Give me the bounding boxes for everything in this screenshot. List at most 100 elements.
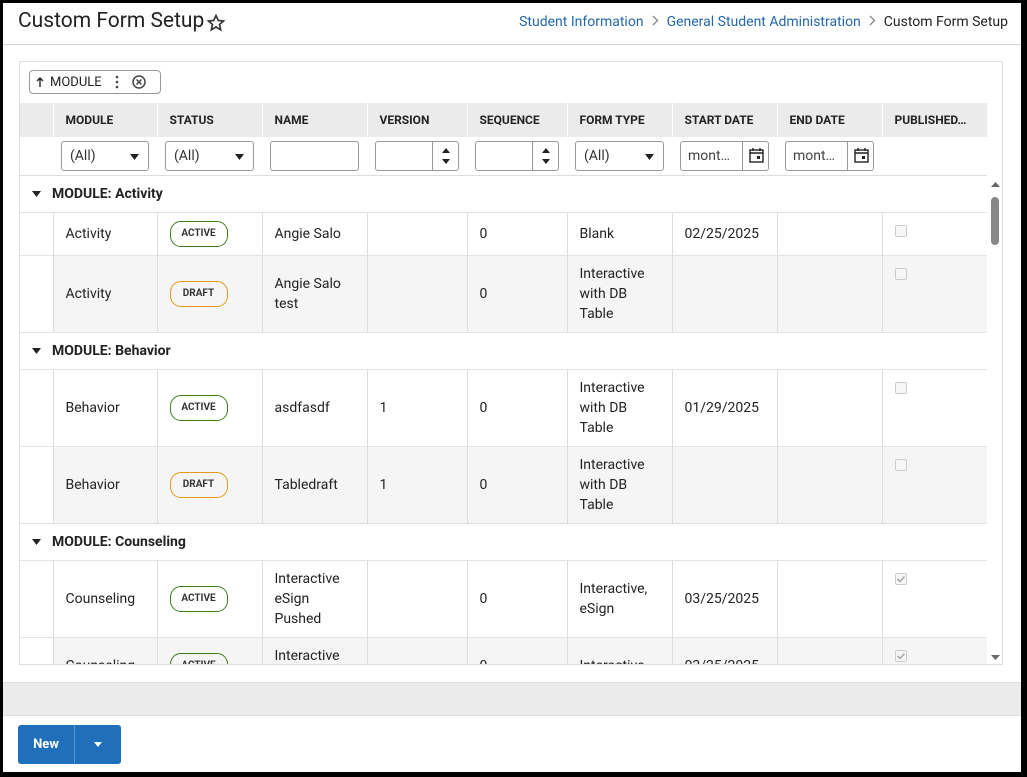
group-chip[interactable]: MODULE — [29, 70, 161, 94]
breadcrumb-sep — [869, 14, 876, 30]
group-cell[interactable]: MODULE: Behavior — [20, 332, 987, 370]
filter-cell — [882, 137, 987, 176]
cell-text: Behavior — [65, 477, 120, 493]
filter-input[interactable] — [475, 141, 559, 171]
data-grid: MODULE STATUS NAME VERSION SEQUENCE FORM TYPE… — [20, 103, 987, 664]
cell-text: 03/25/2025 — [684, 591, 760, 607]
cell: Tabledraft — [261, 446, 367, 524]
column-header[interactable]: END DATE — [776, 103, 882, 137]
cell — [881, 369, 987, 447]
filter-row: (All) (All) (All) mont… mont… — [20, 137, 987, 176]
filter-value: mont… — [793, 148, 835, 164]
data-row[interactable]: Behavior DRAFT Tabledraft 1 0 Interactive wit… — [20, 446, 987, 524]
cell-text: 0 — [479, 591, 488, 607]
breadcrumb: Custom Form Setup — [883, 14, 1008, 30]
group-label: MODULE: Activity — [52, 186, 163, 202]
cell: Behavior — [52, 369, 157, 447]
scrollbar[interactable] — [988, 178, 1003, 664]
cell-text: Interactive Pushed — [274, 648, 340, 664]
group-label: MODULE: Behavior — [52, 343, 171, 359]
cell: Blank — [566, 212, 672, 256]
cell-text: 03/25/2025 — [685, 658, 760, 664]
published-checkbox — [894, 225, 907, 237]
group-row: MODULE: Activity — [20, 175, 987, 213]
cell — [366, 560, 467, 638]
cell: Counseling — [52, 560, 157, 638]
new-dropdown[interactable] — [75, 740, 121, 750]
cell — [366, 637, 467, 664]
data-row[interactable]: Activity DRAFT Angie Salo test 0 Interactive… — [20, 255, 987, 333]
group-cell[interactable]: MODULE: Counseling — [20, 523, 987, 561]
column-header[interactable]: FORM TYPE — [566, 103, 672, 137]
cell-text: 1 — [379, 400, 388, 416]
column-header[interactable]: START DATE — [671, 103, 777, 137]
cell-text: Angie Salo test — [274, 276, 341, 312]
cell-text: Interactive with DB Table — [579, 380, 645, 436]
favorite-star[interactable] — [206, 13, 226, 33]
filter-value: (All) — [70, 148, 96, 164]
cell — [881, 637, 987, 664]
cell-text: Interactive eSign Pushed — [274, 571, 340, 627]
cell — [881, 446, 987, 524]
filter-date[interactable]: mont… — [680, 141, 769, 171]
cell: Behavior — [52, 446, 157, 524]
filter-input[interactable] — [375, 141, 459, 171]
header-row: MODULE STATUS NAME VERSION SEQUENCE FORM TYPE… — [20, 103, 987, 137]
breadcrumb[interactable]: Student Information — [519, 14, 644, 30]
cell — [881, 255, 987, 333]
column-header[interactable]: SEQUENCE — [466, 103, 567, 137]
status-pill: ACTIVE — [169, 586, 228, 612]
cell-text: 0 — [480, 658, 488, 664]
data-row[interactable]: Activity ACTIVE Angie Salo 0 Blank 02/25/2025 — [20, 212, 987, 256]
filter-date[interactable]: mont… — [785, 141, 874, 171]
filter-cell: mont… — [777, 137, 882, 176]
column-header[interactable]: PUBLISHED… — [881, 103, 987, 137]
cell-text: Activity — [65, 226, 112, 242]
column-header[interactable]: MODULE — [52, 103, 157, 137]
cell — [776, 637, 882, 664]
cell: asdfasdf — [261, 369, 367, 447]
cell: 01/29/2025 — [671, 369, 777, 447]
filter-select[interactable]: (All) — [575, 141, 664, 171]
status-pill: DRAFT — [169, 472, 228, 498]
cell-text: 02/25/2025 — [684, 226, 760, 242]
cell: DRAFT — [156, 446, 262, 524]
data-row[interactable]: Counseling ACTIVE Interactive Pushed 0 Inter… — [20, 637, 987, 664]
row-spacer — [20, 255, 53, 333]
cell: 1 — [366, 446, 467, 524]
column-header[interactable]: NAME — [261, 103, 367, 137]
cell: 0 — [466, 446, 567, 524]
status-pill: ACTIVE — [169, 221, 228, 247]
cell: Activity — [52, 212, 157, 256]
cell: Angie Salo test — [261, 255, 367, 333]
cell-text: Activity — [65, 286, 112, 302]
data-row[interactable]: Behavior ACTIVE asdfasdf 1 0 Interactive with… — [20, 369, 987, 447]
cell-text: Tabledraft — [274, 477, 338, 493]
cell — [366, 212, 467, 256]
published-checkbox — [894, 268, 907, 280]
cell-text: 0 — [479, 286, 488, 302]
sort-arrow — [36, 77, 44, 87]
filter-select[interactable]: (All) — [165, 141, 254, 171]
filter-input[interactable] — [270, 141, 359, 171]
cell — [776, 255, 882, 333]
cell-text: Behavior — [65, 400, 120, 416]
chip-remove[interactable] — [131, 75, 146, 89]
data-row[interactable]: Counseling ACTIVE Interactive eSign Pushed… — [20, 560, 987, 638]
cell: ACTIVE — [156, 637, 262, 664]
group-row: MODULE: Counseling — [20, 523, 987, 561]
filter-select[interactable]: (All) — [61, 141, 149, 171]
column-header[interactable]: VERSION — [366, 103, 467, 137]
filter-cell — [262, 137, 367, 176]
cell: Interactive with DB Table — [566, 369, 672, 447]
group-label: MODULE — [50, 74, 102, 90]
group-cell[interactable]: MODULE: Activity — [20, 175, 987, 213]
new-button[interactable]: New — [18, 725, 121, 764]
filter-cell: (All) — [53, 137, 157, 176]
cell: ACTIVE — [156, 560, 262, 638]
breadcrumb[interactable]: General Student Administration — [666, 14, 861, 30]
column-header[interactable]: STATUS — [156, 103, 262, 137]
footer-band — [3, 682, 1021, 716]
chip-menu[interactable] — [114, 75, 120, 89]
